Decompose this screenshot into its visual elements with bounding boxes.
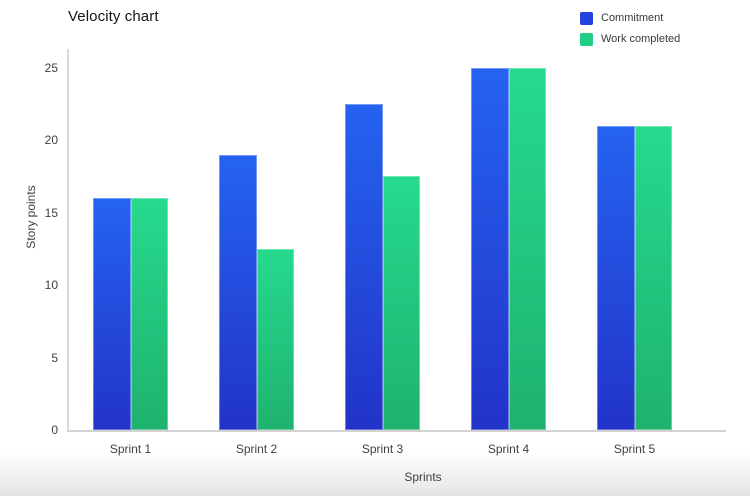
legend-label-commitment: Commitment: [601, 12, 664, 24]
x-tick-label-sprint-1: Sprint 1: [109, 442, 152, 456]
x-tick-label-sprint-5: Sprint 5: [613, 442, 656, 456]
legend-item-work-completed: Work completed: [580, 32, 680, 46]
legend: Commitment Work completed: [580, 11, 680, 46]
x-axis-title: Sprints: [404, 470, 442, 484]
y-tick-label-10: 10: [44, 278, 58, 292]
bar-work-completed-sprint-4[interactable]: [508, 67, 546, 430]
legend-item-commitment: Commitment: [580, 11, 680, 25]
y-tick-label-25: 25: [44, 60, 58, 75]
y-tick-label-20: 20: [44, 133, 58, 147]
bar-work-completed-sprint-1[interactable]: [130, 198, 168, 430]
x-tick-label-sprint-2: Sprint 2: [235, 442, 278, 456]
bar-work-completed-sprint-3[interactable]: [382, 176, 420, 430]
x-tick-label-sprint-3: Sprint 3: [361, 442, 404, 456]
y-tick-label-0: 0: [51, 423, 58, 437]
bar-commitment-sprint-4[interactable]: [471, 67, 509, 430]
x-tick-label-sprint-4: Sprint 4: [487, 442, 530, 456]
y-axis-line: [67, 49, 69, 432]
x-axis-line: [67, 430, 726, 432]
chart-title: Velocity chart: [68, 8, 159, 25]
bar-commitment-sprint-1[interactable]: [93, 198, 131, 430]
bar-commitment-sprint-5[interactable]: [597, 125, 635, 430]
bar-commitment-sprint-2[interactable]: [219, 154, 257, 430]
y-tick-label-15: 15: [44, 205, 58, 220]
bar-commitment-sprint-3[interactable]: [345, 103, 383, 430]
bar-work-completed-sprint-2[interactable]: [256, 248, 294, 430]
legend-swatch-work-completed: [580, 32, 593, 46]
legend-label-work-completed: Work completed: [601, 33, 681, 45]
bottom-fade: [0, 452, 750, 496]
bar-work-completed-sprint-5[interactable]: [634, 125, 672, 430]
y-tick-label-5: 5: [51, 350, 58, 365]
legend-swatch-commitment: [580, 11, 593, 25]
